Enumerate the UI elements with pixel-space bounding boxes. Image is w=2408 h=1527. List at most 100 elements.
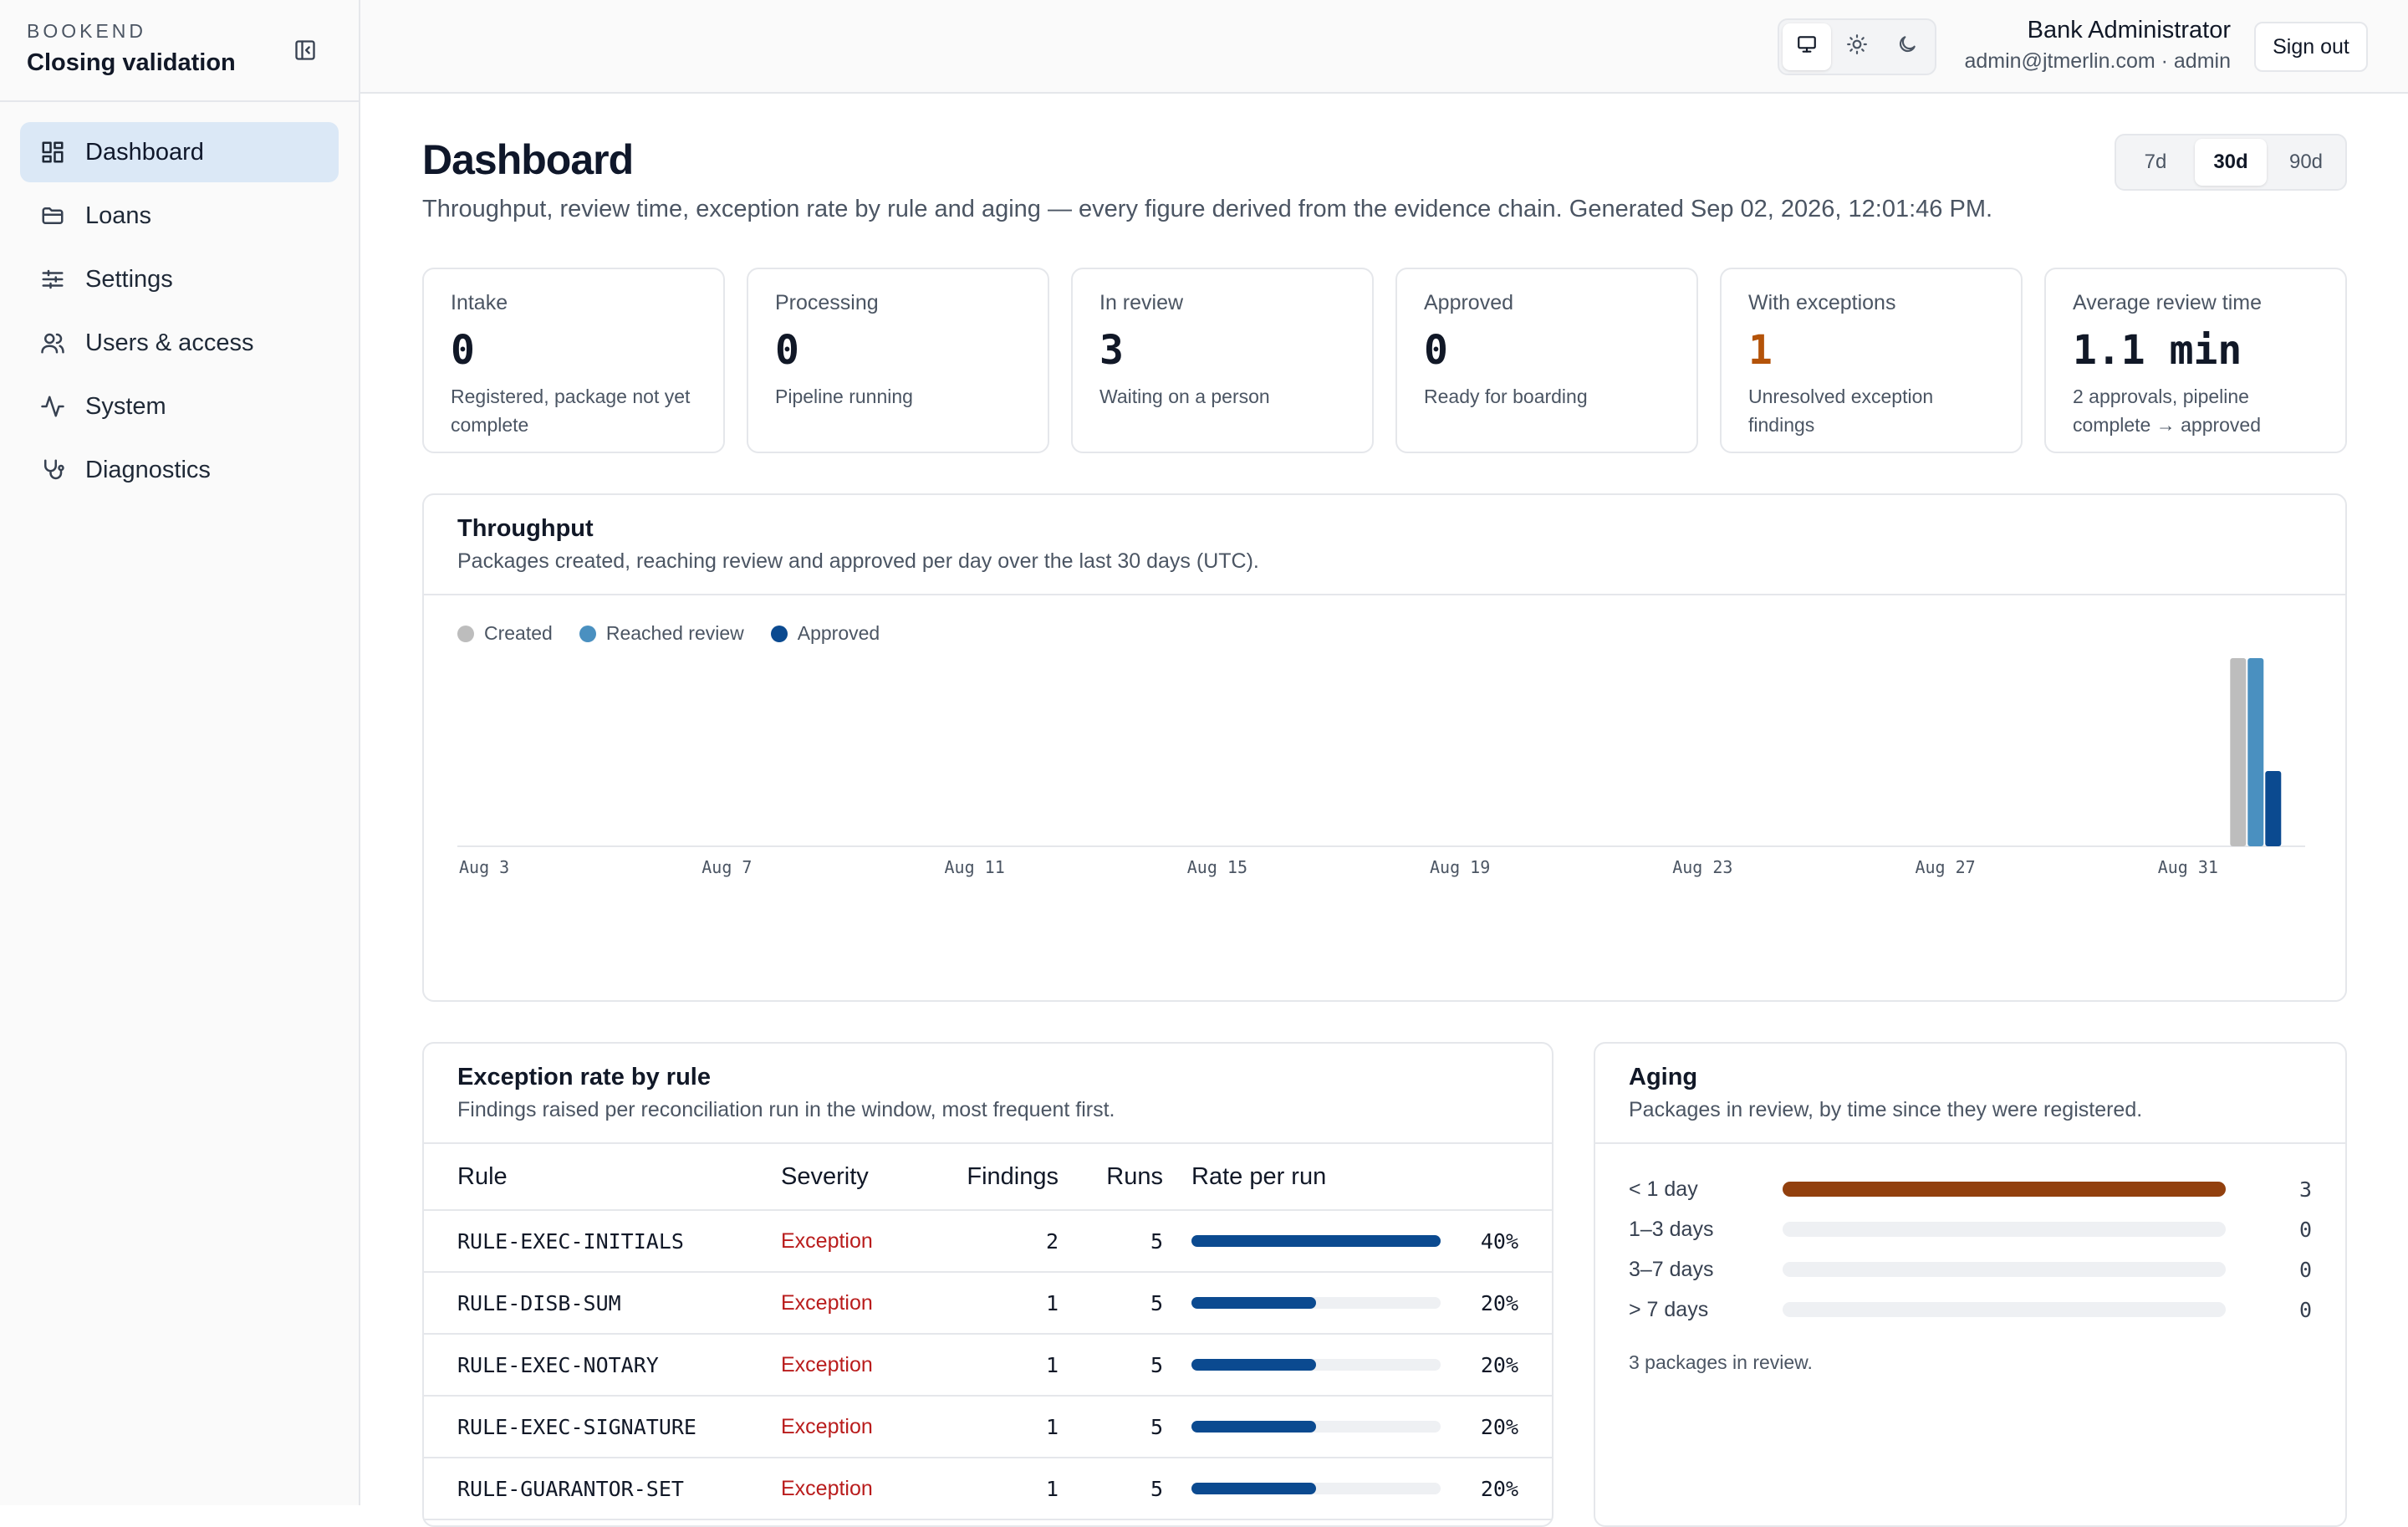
user-email-role: admin@jtmerlin.com · admin xyxy=(1964,49,2231,73)
severity-label: Exception xyxy=(781,1228,873,1253)
aging-card: Aging Packages in review, by time since … xyxy=(1594,1042,2347,1527)
runs-count: 5 xyxy=(1150,1228,1163,1254)
rule-id: RULE-DISB-SUM xyxy=(457,1290,621,1315)
column-header-findings[interactable]: Findings xyxy=(967,1162,1059,1190)
stat-description: Pipeline running xyxy=(775,386,913,407)
rate-bar xyxy=(1191,1273,1441,1333)
stat-card-intake: Intake 0 Registered, package not yet com… xyxy=(422,268,725,453)
stat-label: With exceptions xyxy=(1748,291,1896,314)
table-row[interactable]: RULE-EXEC-INITIALS Exception 2 5 40% xyxy=(424,1211,1552,1273)
severity-label: Exception xyxy=(781,1352,873,1376)
sidebar-item-settings[interactable]: Settings xyxy=(20,249,339,309)
sidebar-item-label: System xyxy=(85,392,166,420)
sidebar-item-label: Diagnostics xyxy=(85,456,211,483)
stat-card-processing: Processing 0 Pipeline running xyxy=(747,268,1049,453)
stethoscope-icon xyxy=(40,457,65,483)
runs-count: 5 xyxy=(1150,1414,1163,1439)
moon-icon xyxy=(1896,33,1918,61)
sidebar-item-dashboard[interactable]: Dashboard xyxy=(20,122,339,182)
stat-card-with-exceptions: With exceptions 1 Unresolved exception f… xyxy=(1720,268,2023,453)
sidebar: BOOKEND Closing validation Dashboard Loa… xyxy=(0,0,360,1505)
findings-count: 1 xyxy=(1045,1352,1059,1377)
x-tick-label: Aug 15 xyxy=(1187,857,1247,877)
range-7d-button[interactable]: 7d xyxy=(2144,151,2167,173)
aging-row: 3–7 days 0 xyxy=(1629,1249,2312,1290)
x-tick-label: Aug 11 xyxy=(944,857,1004,877)
theme-dark-button[interactable] xyxy=(1883,23,1931,70)
aging-bucket-label: > 7 days xyxy=(1629,1297,1709,1321)
findings-count: 1 xyxy=(1045,1290,1059,1315)
sliders-icon xyxy=(40,267,65,292)
severity-label: Exception xyxy=(781,1290,873,1315)
rate-bar-track xyxy=(1191,1483,1441,1494)
rate-label: 40% xyxy=(1480,1228,1518,1254)
sidebar-item-users-access[interactable]: Users & access xyxy=(20,313,339,373)
bar-approved-sep-1[interactable] xyxy=(2265,771,2282,846)
sidebar-item-system[interactable]: System xyxy=(20,376,339,437)
collapse-sidebar-icon[interactable] xyxy=(292,37,319,64)
stat-value: 3 xyxy=(1099,327,1124,374)
bar-reached-review-sep-1[interactable] xyxy=(2247,658,2264,846)
rate-bar-fill xyxy=(1191,1483,1316,1494)
range-90d-button[interactable]: 90d xyxy=(2288,151,2324,173)
rate-label: 20% xyxy=(1480,1352,1518,1377)
stat-description: Waiting on a person xyxy=(1099,386,1270,407)
rate-bar xyxy=(1191,1335,1441,1395)
table-row[interactable]: RULE-EXEC-NOTARY Exception 1 5 20% xyxy=(424,1335,1552,1397)
range-30d-button[interactable]: 30d xyxy=(2195,139,2267,186)
rate-bar-fill xyxy=(1191,1235,1441,1247)
legend-swatch xyxy=(579,625,596,642)
column-header-severity[interactable]: Severity xyxy=(781,1162,869,1190)
sidebar-nav: Dashboard Loans Settings Users & access … xyxy=(0,102,359,523)
x-tick-label: Aug 31 xyxy=(2158,857,2218,877)
stat-cards: Intake 0 Registered, package not yet com… xyxy=(422,268,2347,453)
legend-swatch xyxy=(457,625,474,642)
legend-item-reached-review: Reached review xyxy=(579,622,744,645)
legend-label: Approved xyxy=(797,622,880,644)
theme-switcher xyxy=(1778,18,1936,75)
stat-description: Ready for boarding xyxy=(1424,386,1588,407)
column-header-rule[interactable]: Rule xyxy=(457,1162,508,1190)
theme-light-button[interactable] xyxy=(1833,23,1881,70)
rule-id: RULE-EXEC-SIGNATURE xyxy=(457,1414,696,1439)
runs-count: 5 xyxy=(1150,1476,1163,1501)
aging-count: 3 xyxy=(2298,1177,2312,1202)
table-row[interactable]: RULE-EXEC-SIGNATURE Exception 1 5 20% xyxy=(424,1397,1552,1458)
aging-bucket-label: 1–3 days xyxy=(1629,1217,1714,1241)
x-tick-label: Aug 27 xyxy=(1915,857,1975,877)
x-tick-label: Aug 7 xyxy=(701,857,752,877)
page-title: Dashboard xyxy=(422,136,634,183)
column-header-runs[interactable]: Runs xyxy=(1106,1162,1163,1190)
stat-description: Unresolved exception findings xyxy=(1748,386,1934,436)
sidebar-item-diagnostics[interactable]: Diagnostics xyxy=(20,440,339,500)
column-header-rate[interactable]: Rate per run xyxy=(1191,1162,1327,1190)
stat-value: 1 xyxy=(1748,327,1773,374)
brand-header: BOOKEND Closing validation xyxy=(0,0,359,102)
monitor-icon xyxy=(1796,33,1818,61)
table-row[interactable]: RULE-GUARANTOR-SET Exception 1 5 20% xyxy=(424,1458,1552,1520)
stat-label: Intake xyxy=(451,291,508,314)
stat-label: Average review time xyxy=(2073,291,2263,314)
throughput-chart: Aug 3 Aug 7 Aug 11 Aug 15 Aug 19 Aug 23 Aug 27… xyxy=(457,658,2305,877)
findings-count: 2 xyxy=(1045,1228,1059,1254)
x-tick-label: Aug 23 xyxy=(1672,857,1732,877)
sign-out-button[interactable]: Sign out xyxy=(2254,22,2368,72)
rule-id: RULE-GUARANTOR-SET xyxy=(457,1476,684,1501)
theme-system-button[interactable] xyxy=(1783,23,1831,70)
stat-label: Approved xyxy=(1424,291,1514,314)
chart-legend: Created Reached review Approved xyxy=(457,622,880,645)
stat-card-approved: Approved 0 Ready for boarding xyxy=(1395,268,1698,453)
stat-value: 0 xyxy=(1424,327,1448,374)
card-title: Aging xyxy=(1629,1064,1698,1090)
card-subtitle: Findings raised per reconciliation run i… xyxy=(457,1098,1115,1121)
stat-card-average-review-time: Average review time 1.1 min 2 approvals,… xyxy=(2044,268,2347,453)
sidebar-item-label: Loans xyxy=(85,202,152,229)
table-row[interactable]: RULE-DISB-SUM Exception 1 5 20% xyxy=(424,1273,1552,1335)
sidebar-item-loans[interactable]: Loans xyxy=(20,186,339,246)
bar-created-sep-1[interactable] xyxy=(2230,658,2247,846)
findings-count: 1 xyxy=(1045,1476,1059,1501)
rate-bar xyxy=(1191,1211,1441,1271)
rule-id: RULE-EXEC-NOTARY xyxy=(457,1352,659,1377)
aging-row: 1–3 days 0 xyxy=(1629,1209,2312,1249)
exceptions-card: Exception rate by rule Findings raised p… xyxy=(422,1042,1553,1527)
